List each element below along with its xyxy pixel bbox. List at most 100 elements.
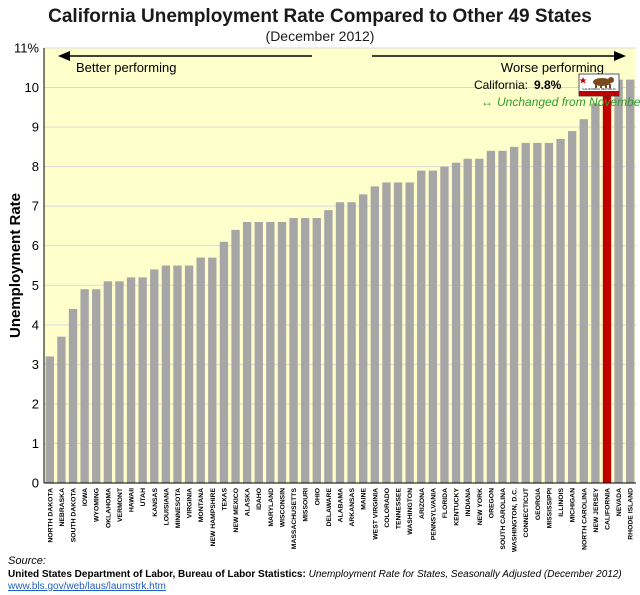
x-tick-label: NEBRASKA	[59, 488, 66, 527]
california-callout-label: California:	[474, 78, 528, 92]
bar	[150, 269, 159, 483]
x-tick-label: MASSACHUSETTS	[291, 488, 298, 550]
source-citation: United States Department of Labor, Burea…	[8, 569, 622, 580]
bar	[382, 182, 391, 484]
x-tick-label: PENNSYLVANIA	[430, 488, 437, 540]
y-tick-label: 1	[32, 436, 39, 451]
bar	[277, 222, 287, 483]
x-tick-label: WISCONSIN	[279, 488, 286, 527]
worse-arrow-head-icon	[614, 51, 626, 61]
y-tick-label: 11%	[14, 41, 39, 56]
better-performing-label: Better performing	[76, 60, 176, 75]
x-tick-label: MISSOURI	[303, 488, 310, 522]
bar	[359, 194, 368, 483]
x-tick-label: NEW HAMPSHIRE	[210, 488, 217, 547]
unchanged-note: Unchanged from November	[497, 95, 640, 109]
bar	[335, 202, 345, 483]
bar	[591, 103, 600, 483]
x-tick-label: INDIANA	[465, 488, 472, 516]
x-tick-label: WYOMING	[94, 488, 101, 522]
bar	[254, 222, 263, 483]
bars-group	[45, 79, 635, 484]
x-tick-label: SOUTH DAKOTA	[71, 488, 78, 542]
x-tick-label: ARKANSAS	[349, 488, 356, 527]
bar	[451, 162, 461, 483]
bar	[289, 218, 298, 483]
bar	[173, 265, 182, 483]
x-tick-label: FLORIDA	[442, 488, 449, 518]
x-tick-label: MARYLAND	[268, 488, 275, 527]
bar	[498, 150, 507, 483]
x-tick-label: NEW JERSEY	[593, 488, 600, 533]
source-url-link[interactable]: www.bls.gov/web/laus/laumstrk.htm	[8, 581, 166, 592]
source-agency: United States Department of Labor, Burea…	[8, 569, 306, 580]
bar	[556, 138, 565, 484]
y-axis-title: Unemployment Rate	[7, 193, 24, 338]
bar	[463, 158, 472, 483]
bar	[208, 257, 217, 483]
y-tick-label: 7	[32, 199, 39, 214]
x-tick-label: MONTANA	[198, 488, 205, 522]
bar	[242, 222, 252, 483]
bar	[219, 241, 229, 483]
bar	[405, 182, 414, 484]
y-tick-label: 8	[32, 159, 39, 174]
bar	[231, 229, 240, 483]
x-tick-label: HAWAII	[129, 488, 136, 512]
y-tick-label: 4	[32, 317, 39, 332]
x-tick-label: CONNECTICUT	[523, 487, 530, 537]
bar	[579, 119, 588, 483]
x-tick-label: DELAWARE	[326, 488, 333, 527]
bar	[92, 289, 101, 483]
x-tick-label: VIRGINIA	[187, 488, 194, 518]
x-tick-label: ALASKA	[245, 488, 252, 516]
y-tick-label: 10	[25, 80, 39, 95]
x-tick-label: CALIFORNIA	[604, 488, 611, 530]
x-tick-label: MAINE	[361, 488, 368, 510]
bar	[440, 166, 449, 484]
bar	[567, 131, 577, 483]
bar	[115, 281, 124, 483]
bar	[57, 336, 66, 483]
bar	[300, 218, 310, 483]
bar	[393, 182, 403, 484]
chart-title: California Unemployment Rate Compared to…	[48, 6, 592, 27]
better-arrow-head-icon	[58, 51, 70, 61]
x-tick-label: LOUISIANA	[163, 488, 170, 525]
bar	[126, 277, 136, 483]
x-tick-labels: NORTH DAKOTA NEBRASKA SOUTH DAKOTA IOWA WYOM…	[47, 487, 634, 552]
bar	[370, 186, 380, 483]
bar	[486, 150, 496, 483]
bar	[80, 289, 89, 483]
x-tick-label: NORTH DAKOTA	[47, 488, 54, 543]
chart-subtitle: (December 2012)	[265, 28, 375, 44]
x-tick-label: MISSISSIPPI	[546, 488, 553, 529]
worse-performing-label: Worse performing	[501, 60, 604, 75]
bar	[417, 170, 426, 483]
y-tick-label: 2	[32, 396, 39, 411]
california-flag-icon: CALIFORNIA REPUBLIC	[578, 73, 620, 97]
source-period: (December 2012)	[543, 569, 622, 580]
x-tick-label: COLORADO	[384, 488, 391, 528]
bar	[533, 142, 542, 483]
bar	[614, 79, 623, 484]
x-tick-label: GEORGIA	[535, 488, 542, 520]
bar	[509, 146, 519, 483]
x-tick-label: IOWA	[82, 488, 89, 506]
x-tick-label: VERMONT	[117, 487, 124, 522]
x-tick-label: NEW YORK	[477, 488, 484, 525]
y-tick-label: 9	[32, 120, 39, 135]
x-tick-label: ARIZONA	[419, 488, 426, 519]
x-tick-label: IDAHO	[256, 488, 263, 510]
x-tick-label: OHIO	[314, 488, 321, 505]
x-tick-label: WEST VIRGINIA	[372, 488, 379, 540]
y-tick-label: 6	[32, 238, 39, 253]
x-tick-label: KENTUCKY	[454, 488, 461, 526]
source-dataset: Unemployment Rate for States, Seasonally…	[308, 569, 542, 580]
x-tick-label: OKLAHOMA	[105, 488, 112, 528]
bar	[45, 356, 54, 483]
bar	[428, 170, 438, 483]
bar	[68, 309, 78, 483]
bar	[196, 257, 205, 483]
